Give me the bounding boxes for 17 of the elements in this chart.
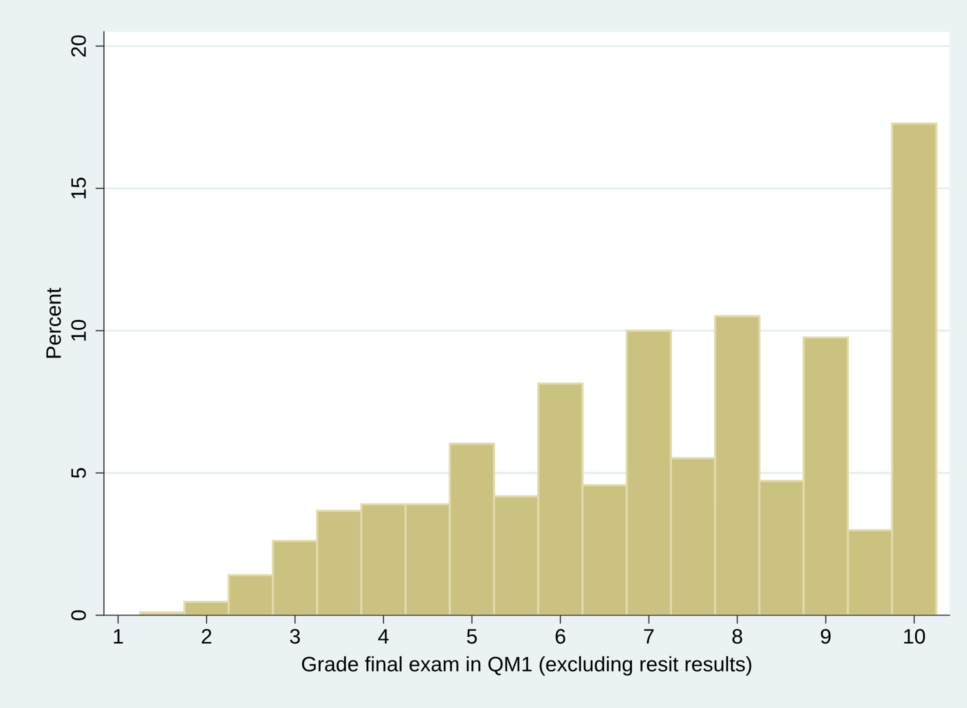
y-tick-label: 15: [71, 178, 86, 198]
y-tick-label: 20: [71, 35, 86, 57]
y-tick-label: 10: [71, 320, 86, 341]
x-tick-label: 7: [644, 629, 654, 644]
x-tick-label: 1: [114, 629, 123, 644]
x-axis-title: Grade final exam in QM1 (excluding resit results): [302, 656, 752, 676]
x-tick-label: 8: [732, 628, 742, 644]
x-tick-label: 5: [466, 629, 477, 644]
x-tick-label: 9: [820, 628, 831, 644]
y-axis-title: Percent: [46, 288, 61, 358]
x-tick-label: 3: [290, 628, 300, 644]
x-tick-label: 2: [202, 628, 212, 644]
y-tick-label: 0: [71, 610, 86, 620]
y-tick-label: 5: [71, 468, 86, 478]
x-tick-label: 4: [378, 629, 389, 644]
x-tick-label: 10: [904, 628, 925, 644]
x-tick-label: 6: [556, 628, 566, 644]
